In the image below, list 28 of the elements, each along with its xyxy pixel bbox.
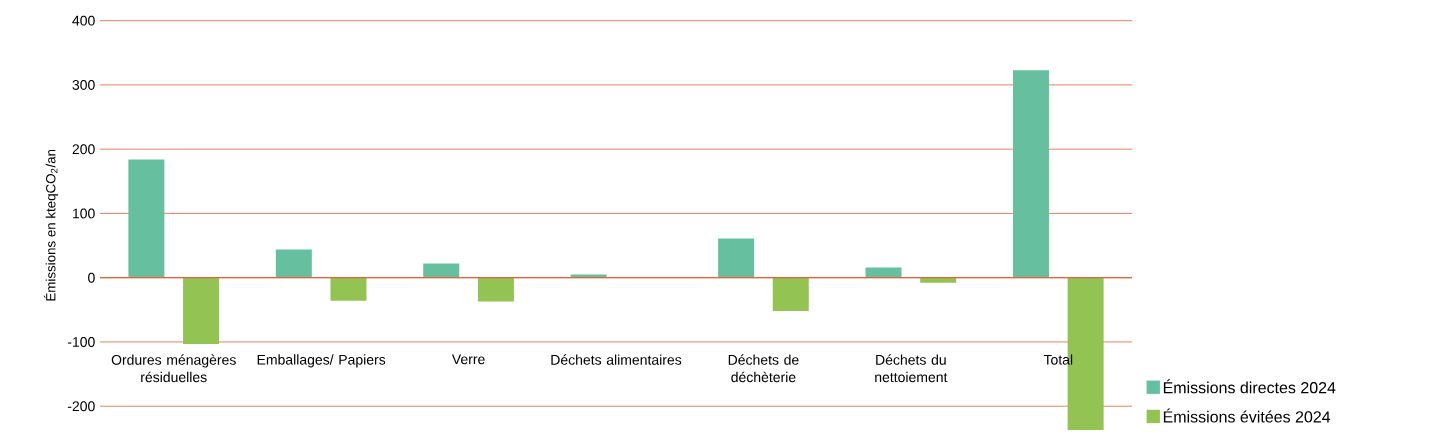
bar xyxy=(920,277,957,283)
bar xyxy=(183,277,220,344)
bar xyxy=(128,159,165,278)
bar xyxy=(477,277,514,302)
x-tick-label: Déchets de déchèterie xyxy=(728,354,799,383)
legend-label: Émissions directes 2024 xyxy=(1163,379,1336,394)
bar xyxy=(423,263,460,278)
bar xyxy=(330,277,367,301)
y-tick-label: 400 xyxy=(72,15,95,26)
x-tick-label: Ordures ménagères résiduelles xyxy=(111,354,236,383)
y-tick-label: 300 xyxy=(72,79,95,90)
y-tick-label: 200 xyxy=(72,144,95,155)
x-tick-label: Verre xyxy=(451,354,485,365)
y-tick-label: 0 xyxy=(88,272,95,283)
bar xyxy=(865,267,902,278)
bar xyxy=(1012,70,1049,278)
legend-label: Émissions évitées 2024 xyxy=(1163,408,1331,423)
y-axis-title: Émissions en kteqCO$_{2}$/an xyxy=(43,149,59,301)
y-tick-label: -200 xyxy=(67,401,95,412)
bar xyxy=(718,238,755,278)
bar xyxy=(772,277,809,312)
x-tick-label: Emballages/ Papiers xyxy=(257,354,386,368)
bar xyxy=(275,249,312,278)
y-tick-label: -100 xyxy=(67,337,95,347)
x-tick-label: Déchets alimentaires xyxy=(551,354,682,365)
x-tick-label: Déchets du nettoiement xyxy=(875,354,948,383)
bar xyxy=(570,274,607,278)
y-tick-label: 100 xyxy=(73,208,95,219)
